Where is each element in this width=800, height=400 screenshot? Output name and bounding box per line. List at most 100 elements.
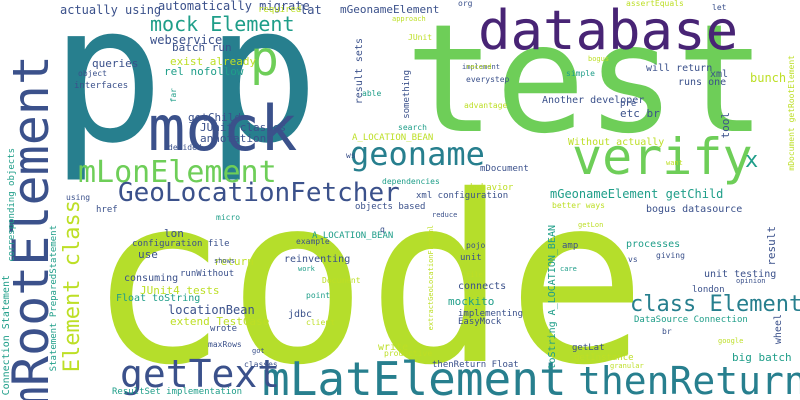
word-something: something (402, 70, 412, 119)
word-getText: getText (120, 352, 281, 396)
word-using: using (66, 193, 91, 202)
word-work: work (298, 265, 315, 273)
word-amp: amp (562, 241, 579, 251)
word-webservice: webservice (150, 33, 223, 47)
word-Float-toString: Float toString (116, 293, 201, 304)
word-unit: unit (460, 253, 482, 263)
word-reinventing: reinventing (284, 254, 351, 265)
word-toString-A_LOCATION_BEAN: toString A_LOCATION_BEAN (547, 225, 558, 370)
word-p-1: p (50, 0, 165, 185)
word-geoname: geoname (350, 135, 485, 173)
word-pojo: pojo (466, 241, 486, 250)
word-wheel: wheel (773, 314, 784, 345)
word-JUnit-classes: JUnit classes (200, 121, 287, 134)
word-consuming: consuming (124, 273, 179, 284)
word-will-return: will return (646, 63, 713, 74)
word-extractGeoLocationFromXml: extractGeoLocationFromXml (427, 225, 435, 331)
word-DataSource-Connection: DataSource Connection (634, 315, 748, 325)
word-point: point (306, 291, 331, 300)
word-behavior: behavior (470, 183, 514, 193)
word-bogus-datasource: bogus datasource (646, 204, 743, 215)
word-london: london (692, 285, 725, 295)
word-google: google (718, 337, 744, 345)
word-href: href (96, 205, 118, 215)
word-got: got (252, 347, 265, 355)
word-file: file (466, 271, 483, 279)
word-q: q (380, 225, 385, 234)
word-database: database (478, 0, 739, 62)
word-A_LOCATION_BEAN-1: A_LOCATION_BEAN (352, 133, 434, 143)
word-mock-Element: mock Element (150, 12, 295, 36)
word-everystep: everystep (466, 75, 510, 84)
word-mDocument: mDocument (480, 164, 529, 174)
word-object: object (78, 69, 107, 78)
word-able: able (362, 89, 382, 98)
word-use: use (138, 248, 158, 261)
word-mLonElement: mLonElement (78, 155, 277, 190)
word-JUnit: JUnit (408, 33, 433, 42)
word-required: required (258, 5, 302, 15)
word-xml-configuration: xml configuration (416, 191, 509, 201)
word-productive: productive (384, 349, 433, 358)
word-extend-TestCase: extend TestCase (170, 315, 270, 328)
word-mDocument-getRootElement: mDocument getRootElement (787, 55, 796, 171)
word-assertEquals: assertEquals (626, 0, 684, 8)
word-Statement-PreparedStatement: Statement PreparedStatement (49, 225, 59, 372)
word-record: record (466, 63, 492, 71)
word-exist-already: exist already (170, 55, 257, 68)
word-granular: granular (610, 362, 644, 370)
word-example: example (296, 237, 330, 246)
word-GeoLocationFetcher: GeoLocationFetcher (118, 178, 400, 208)
word-better-ways: better ways (552, 201, 605, 210)
word-getLat: getLat (572, 343, 605, 353)
word-mGeonameElement-getChild: mGeonameElement getChild (550, 187, 724, 201)
word-configuration-file: configuration file (132, 239, 230, 249)
word-thenReturn: thenReturn (578, 359, 800, 400)
word-runs-one: runs one (678, 77, 727, 88)
word-bogus: bogus (588, 55, 610, 63)
word-ResultSet-implementation: ResultSet implementation (112, 387, 243, 397)
word-xml: xml (710, 69, 729, 80)
word-getLon: getLon (578, 221, 604, 229)
word-br: br (662, 327, 672, 336)
word-opinion: opinion (736, 277, 766, 285)
word-classes: classes (244, 360, 278, 369)
word-mGeonameElement: mGeonameElement (340, 3, 440, 16)
word-search: search (398, 123, 427, 132)
word-Document: Document (322, 276, 361, 285)
word-p-2: p (205, 0, 320, 185)
word-actually-using: actually using (60, 3, 162, 17)
word-Another-developer: Another developer (542, 95, 645, 106)
word-A_LOCATION_BEAN-2: A_LOCATION_BEAN (312, 231, 394, 241)
word-micro: micro (216, 213, 241, 222)
word-decided: decided (168, 143, 202, 152)
word-connects: connects (458, 281, 507, 292)
word-mockito: mockito (448, 295, 495, 308)
word-simple: simple (566, 69, 595, 78)
word-org: org (458, 0, 473, 8)
word-shows: shows (214, 257, 236, 265)
word-getChild: getChild (188, 111, 241, 124)
word-let: let (712, 3, 727, 12)
word-JUnit4-tests: JUnit4 tests (140, 284, 220, 297)
word-rel-nofollow: rel nofollow (164, 65, 244, 78)
word-unit-testing: unit testing (704, 269, 777, 280)
word-tool: tool (719, 112, 732, 139)
word-Connection-Statement: Connection Statement (1, 275, 12, 396)
word-result: result (765, 226, 778, 266)
word-Element-class: Element class (60, 200, 85, 373)
word-processes: processes (626, 239, 681, 250)
word-ws: ws (346, 151, 356, 160)
word-advantage: advantage (464, 101, 508, 110)
word-implementing: implementing (458, 309, 524, 319)
word-x: x (745, 148, 759, 173)
word-batch-run: batch run (172, 41, 232, 54)
word-approach: approach (392, 15, 426, 23)
word-annotations: annotations (200, 132, 273, 145)
word-bunch: bunch (750, 71, 787, 85)
word-class-Element: class Element (630, 292, 800, 317)
word-giving: giving (656, 251, 685, 260)
word-verify: verify (572, 128, 753, 186)
word-test: test (405, 0, 767, 167)
